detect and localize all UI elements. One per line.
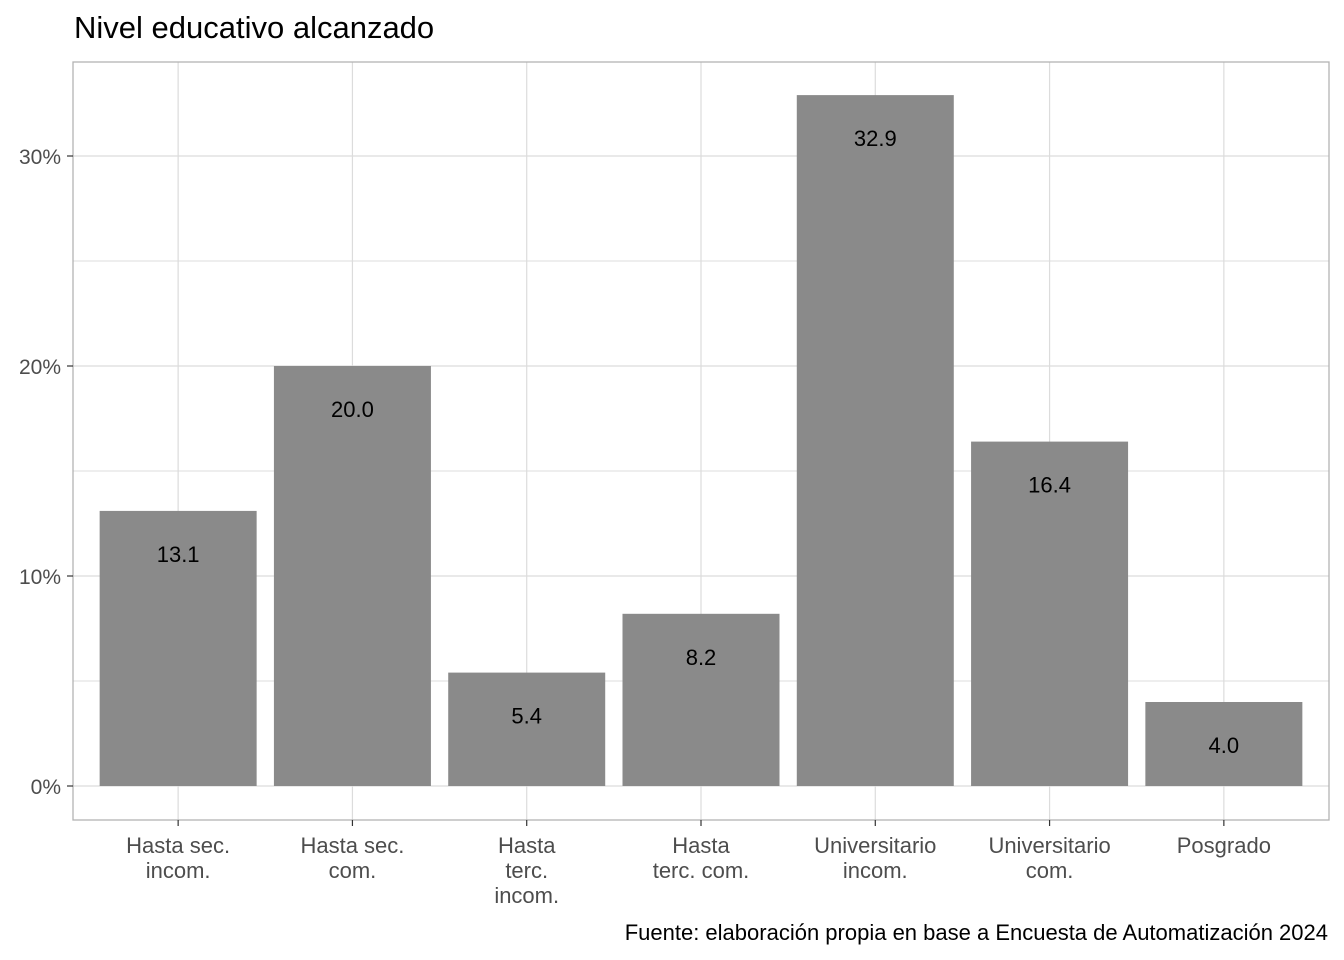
x-tick-label-line: incom. <box>843 858 908 883</box>
x-tick-label-line: com. <box>329 858 377 883</box>
bar-value-label: 8.2 <box>686 645 717 670</box>
x-tick-label-line: incom. <box>146 858 211 883</box>
chart-title: Nivel educativo alcanzado <box>74 10 435 45</box>
x-tick-label: Hasta sec. com. <box>300 833 404 883</box>
x-tick-label-line: incom. <box>494 883 559 908</box>
bar <box>1145 702 1303 786</box>
bar <box>622 613 780 786</box>
x-tick-label-line: Universitario <box>988 833 1110 858</box>
x-tick-label: Hasta terc. com. <box>653 833 750 883</box>
x-tick-label-line: terc. <box>505 858 548 883</box>
x-tick-label: Posgrado <box>1177 833 1271 858</box>
y-tick-label: 0% <box>31 776 61 799</box>
bar-value-label: 16.4 <box>1028 473 1071 498</box>
x-tick-label-line: com. <box>1026 858 1074 883</box>
bar <box>971 441 1129 786</box>
x-tick-label: Hasta terc. incom. <box>494 833 559 908</box>
x-tick-label-line: Posgrado <box>1177 833 1271 858</box>
x-tick-label-line: Hasta sec. <box>300 833 404 858</box>
bar <box>273 366 431 786</box>
bar <box>448 672 606 786</box>
x-tick-label: Universitario incom. <box>814 833 936 883</box>
bar-value-label: 5.4 <box>511 704 542 729</box>
x-tick-label: Universitario com. <box>988 833 1110 883</box>
x-tick-label: Hasta sec. incom. <box>126 833 230 883</box>
x-tick-label-line: Hasta <box>672 833 730 858</box>
bar-value-label: 32.9 <box>854 126 897 151</box>
chart-caption: Fuente: elaboración propia en base a Enc… <box>624 920 1328 945</box>
bar <box>796 95 954 787</box>
bar-value-label: 13.1 <box>157 542 200 567</box>
y-tick-label: 20% <box>19 356 61 379</box>
bar-value-label: 20.0 <box>331 397 374 422</box>
x-tick-label-line: terc. com. <box>653 858 750 883</box>
x-tick-label-line: Hasta <box>498 833 556 858</box>
bar-value-label: 4.0 <box>1209 733 1240 758</box>
y-tick-label: 10% <box>19 566 61 589</box>
x-tick-label-line: Hasta sec. <box>126 833 230 858</box>
bar <box>99 510 257 786</box>
x-tick-label-line: Universitario <box>814 833 936 858</box>
y-tick-label: 30% <box>19 146 61 169</box>
